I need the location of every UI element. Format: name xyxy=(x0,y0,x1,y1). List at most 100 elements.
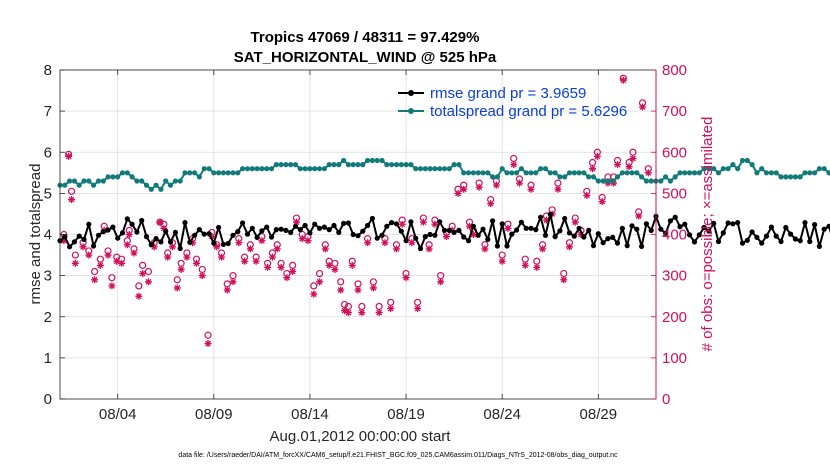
totalspread-point xyxy=(691,170,698,176)
asterisk-marker xyxy=(183,253,191,261)
rmse-point xyxy=(494,243,500,249)
obs-assimilated-point xyxy=(565,243,573,251)
y-tick-label-right: 100 xyxy=(662,350,687,367)
obs-assimilated-point xyxy=(542,216,550,224)
rmse-point xyxy=(316,225,323,231)
rmse-point xyxy=(283,227,289,233)
rmse-point xyxy=(682,221,688,227)
asterisk-marker xyxy=(125,231,133,238)
rmse-point xyxy=(590,243,597,249)
rmse-point xyxy=(533,227,539,233)
rmse-point xyxy=(687,232,693,238)
asterisk-marker xyxy=(241,257,249,265)
asterisk-marker xyxy=(264,263,272,271)
obs-assimilated-point xyxy=(96,261,104,269)
rmse-point xyxy=(240,220,246,226)
obs-assimilated-point xyxy=(177,265,185,273)
rmse-point xyxy=(634,226,640,232)
rmse-point xyxy=(658,226,664,232)
asterisk-marker xyxy=(252,257,260,265)
totalspread-point xyxy=(629,170,635,176)
asterisk-marker xyxy=(629,154,637,162)
rmse-point xyxy=(581,234,587,240)
totalspread-point xyxy=(182,170,188,176)
totalspread-point xyxy=(331,162,337,168)
totalspread-point xyxy=(129,174,135,180)
rmse-point xyxy=(586,227,592,233)
asterisk-marker xyxy=(331,265,339,273)
totalspread-point xyxy=(441,166,448,172)
obs-possible-point xyxy=(108,274,116,282)
asterisk-marker xyxy=(598,198,606,206)
asterisk-marker xyxy=(392,245,400,253)
totalspread-point xyxy=(523,170,529,176)
totalspread-point xyxy=(634,170,640,176)
y-tick-label-left: 7 xyxy=(44,103,52,120)
rmse-point xyxy=(470,223,476,229)
obs-assimilated-point xyxy=(539,245,547,253)
totalspread-point xyxy=(115,174,121,180)
y-tick-label-left: 3 xyxy=(44,268,52,285)
totalspread-point xyxy=(639,174,645,180)
asterisk-marker xyxy=(193,259,201,267)
totalspread-point xyxy=(225,170,231,176)
obs-assimilated-point xyxy=(469,231,477,238)
totalspread-point xyxy=(528,170,534,176)
asterisk-marker xyxy=(85,251,93,259)
asterisk-marker xyxy=(619,76,627,84)
x-tick-label: 08/04 xyxy=(99,406,137,423)
totalspread-point xyxy=(312,166,318,172)
rmse-point xyxy=(465,238,472,244)
totalspread-point xyxy=(821,166,827,172)
obs-assimilated-point xyxy=(527,185,535,193)
totalspread-point xyxy=(715,170,722,176)
rmse-point xyxy=(345,220,351,226)
rmse-point xyxy=(475,232,481,238)
rmse-point xyxy=(86,221,92,227)
obs-assimilated-point xyxy=(341,307,349,315)
obs-assimilated-point xyxy=(258,237,266,245)
rmse-point xyxy=(504,243,510,249)
totalspread-point xyxy=(158,186,164,192)
rmse-point xyxy=(230,232,236,238)
rmse-point xyxy=(134,229,140,235)
totalspread-point xyxy=(336,162,342,168)
totalspread-point xyxy=(600,178,606,184)
obs-assimilated-point xyxy=(229,278,237,286)
totalspread-point xyxy=(754,170,760,176)
totalspread-point xyxy=(739,157,746,164)
asterisk-marker xyxy=(408,239,416,247)
totalspread-point xyxy=(470,170,476,176)
y-tick-label-left: 8 xyxy=(44,62,52,79)
rmse-point xyxy=(119,230,126,236)
totalspread-point xyxy=(816,166,823,172)
totalspread-point xyxy=(254,166,260,172)
totalspread-point xyxy=(451,162,457,168)
asterisk-marker xyxy=(554,185,562,193)
totalspread-point xyxy=(677,170,683,176)
totalspread-point xyxy=(461,170,467,176)
rmse-point xyxy=(196,227,202,233)
asterisk-marker xyxy=(325,261,333,269)
asterisk-marker xyxy=(515,179,523,187)
rmse-point xyxy=(220,241,226,247)
rmse-point xyxy=(201,231,207,237)
rmse-point xyxy=(456,227,462,233)
obs-assimilated-point xyxy=(375,309,383,317)
asterisk-marker xyxy=(466,222,474,230)
rmse-point xyxy=(446,227,452,233)
chart-subtitle: SAT_HORIZONTAL_WIND @ 525 hPa xyxy=(234,49,497,66)
totalspread-point xyxy=(172,178,178,184)
asterisk-marker xyxy=(344,309,352,317)
y-tick-label-right: 0 xyxy=(662,391,670,408)
rmse-point xyxy=(677,224,683,230)
obs-assimilated-point xyxy=(144,278,152,286)
rmse-point xyxy=(167,239,174,245)
rmse-point xyxy=(273,227,279,233)
totalspread-point xyxy=(389,162,395,168)
obs-assimilated-point xyxy=(118,259,126,267)
rmse-point xyxy=(788,231,794,237)
rmse-point xyxy=(720,230,726,236)
x-tick-label: 08/09 xyxy=(195,406,233,423)
asterisk-marker xyxy=(589,165,597,173)
